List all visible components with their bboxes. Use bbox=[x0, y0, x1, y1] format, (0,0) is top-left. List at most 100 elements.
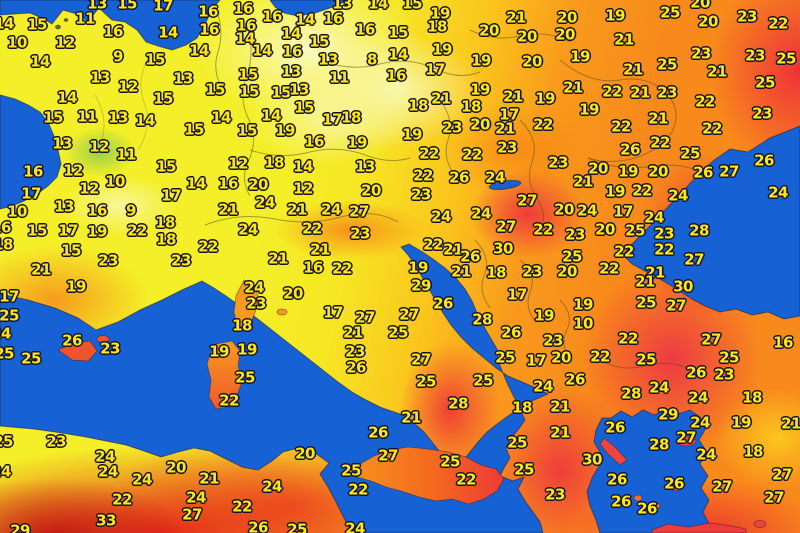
temp-label: 23 bbox=[565, 225, 585, 244]
temp-label: 22 bbox=[302, 219, 322, 238]
temp-label: 33 bbox=[96, 511, 116, 530]
temp-label: 23 bbox=[100, 339, 120, 358]
temp-label: 22 bbox=[112, 490, 132, 509]
temp-label: 24 bbox=[0, 462, 11, 481]
temp-label: 13 bbox=[87, 0, 107, 13]
temp-label: 15 bbox=[61, 241, 81, 260]
sea-bay-of-biscay bbox=[0, 94, 62, 210]
sea-north-sea bbox=[269, 0, 348, 17]
temp-label: 20 bbox=[551, 348, 571, 367]
temp-label: 25 bbox=[776, 49, 796, 68]
temp-label: 21 bbox=[781, 414, 800, 433]
temp-label: 25 bbox=[755, 73, 775, 92]
temp-label: 26 bbox=[754, 151, 774, 170]
temp-label: 30 bbox=[582, 450, 602, 469]
temp-label: 16 bbox=[87, 201, 107, 220]
temp-label: 24 bbox=[98, 462, 118, 481]
temp-label: 21 bbox=[573, 172, 593, 191]
temp-label: 26 bbox=[693, 163, 713, 182]
temp-label: 21 bbox=[550, 397, 570, 416]
temp-label: 12 bbox=[293, 179, 313, 198]
temp-label: 26 bbox=[62, 331, 82, 350]
temp-label: 22 bbox=[768, 14, 788, 33]
temp-label: 19 bbox=[570, 47, 590, 66]
temp-label: 25 bbox=[235, 368, 255, 387]
temp-label: 27 bbox=[349, 202, 369, 221]
temp-label: 22 bbox=[590, 347, 610, 366]
temp-label: 15 bbox=[156, 157, 176, 176]
temp-label: 14 bbox=[368, 0, 388, 13]
temp-label: 20 bbox=[690, 0, 710, 12]
temp-label: 15 bbox=[27, 221, 47, 240]
temp-label: 15 bbox=[239, 82, 259, 101]
temp-label: 15 bbox=[205, 80, 225, 99]
temp-label: 24 bbox=[644, 208, 664, 227]
temp-label: 15 bbox=[184, 120, 204, 139]
island-chios bbox=[671, 482, 683, 492]
temp-label: 14 bbox=[135, 111, 155, 130]
temp-label: 23 bbox=[522, 262, 542, 281]
temp-label: 14 bbox=[211, 108, 231, 127]
temp-label: 16 bbox=[303, 258, 323, 277]
temp-label: 18 bbox=[486, 263, 506, 282]
temp-label: 26 bbox=[605, 418, 625, 437]
temp-label: 17 bbox=[499, 105, 519, 124]
temp-label: 22 bbox=[332, 259, 352, 278]
temp-label: 23 bbox=[545, 485, 565, 504]
temp-label: 26 bbox=[664, 474, 684, 493]
temp-label: 20 bbox=[698, 12, 718, 31]
temp-label: 26 bbox=[460, 247, 480, 266]
temp-label: 21 bbox=[451, 262, 471, 281]
temp-label: 22 bbox=[602, 82, 622, 101]
temp-label: 19 bbox=[618, 162, 638, 181]
temp-label: 24 bbox=[255, 193, 275, 212]
temp-label: 13 bbox=[90, 68, 110, 87]
island-rhodes bbox=[753, 520, 767, 528]
temp-label: 24 bbox=[768, 183, 788, 202]
temp-label: 21 bbox=[645, 263, 665, 282]
temp-label: 27 bbox=[719, 162, 739, 181]
temp-label: 27 bbox=[712, 477, 732, 496]
temp-label: 27 bbox=[411, 350, 431, 369]
temp-label: 10 bbox=[7, 202, 27, 221]
temp-label: 20 bbox=[361, 181, 381, 200]
temp-label: 16 bbox=[199, 20, 219, 39]
temp-label: 20 bbox=[555, 25, 575, 44]
temp-label: 21 bbox=[268, 249, 288, 268]
temp-label: 28 bbox=[649, 435, 669, 454]
temp-label: 14 bbox=[189, 41, 209, 60]
temp-label: 21 bbox=[550, 423, 570, 442]
temp-label: 19 bbox=[347, 133, 367, 152]
temp-label: 22 bbox=[611, 117, 631, 136]
temp-label: 15 bbox=[294, 98, 314, 117]
temp-label: 25 bbox=[507, 433, 527, 452]
temp-label: 22 bbox=[127, 221, 147, 240]
temp-label: 21 bbox=[310, 240, 330, 259]
temp-label: 18 bbox=[232, 316, 252, 335]
temp-label: 25 bbox=[660, 3, 680, 22]
temp-label: 19 bbox=[432, 40, 452, 59]
temp-label: 26 bbox=[637, 499, 657, 518]
temp-label: 11 bbox=[77, 107, 97, 126]
temp-label: 24 bbox=[649, 378, 669, 397]
temp-label: 23 bbox=[246, 294, 266, 313]
temp-label: 21 bbox=[707, 62, 727, 81]
temp-label: 29 bbox=[658, 405, 678, 424]
temp-label: 24 bbox=[262, 477, 282, 496]
temp-label: 9 bbox=[126, 201, 136, 220]
temp-label: 13 bbox=[52, 134, 72, 153]
temp-label: 20 bbox=[295, 444, 315, 463]
temp-label: 21 bbox=[563, 78, 583, 97]
temp-label: 25 bbox=[657, 55, 677, 74]
temp-label: 25 bbox=[636, 350, 656, 369]
temp-label: 22 bbox=[695, 92, 715, 111]
temp-label: 25 bbox=[0, 306, 19, 325]
temp-label: 21 bbox=[287, 200, 307, 219]
temp-label: 22 bbox=[219, 391, 239, 410]
temp-label: 16 bbox=[0, 218, 11, 237]
temp-label: 22 bbox=[419, 144, 439, 163]
temp-label: 23 bbox=[98, 251, 118, 270]
temp-label: 25 bbox=[625, 221, 645, 240]
